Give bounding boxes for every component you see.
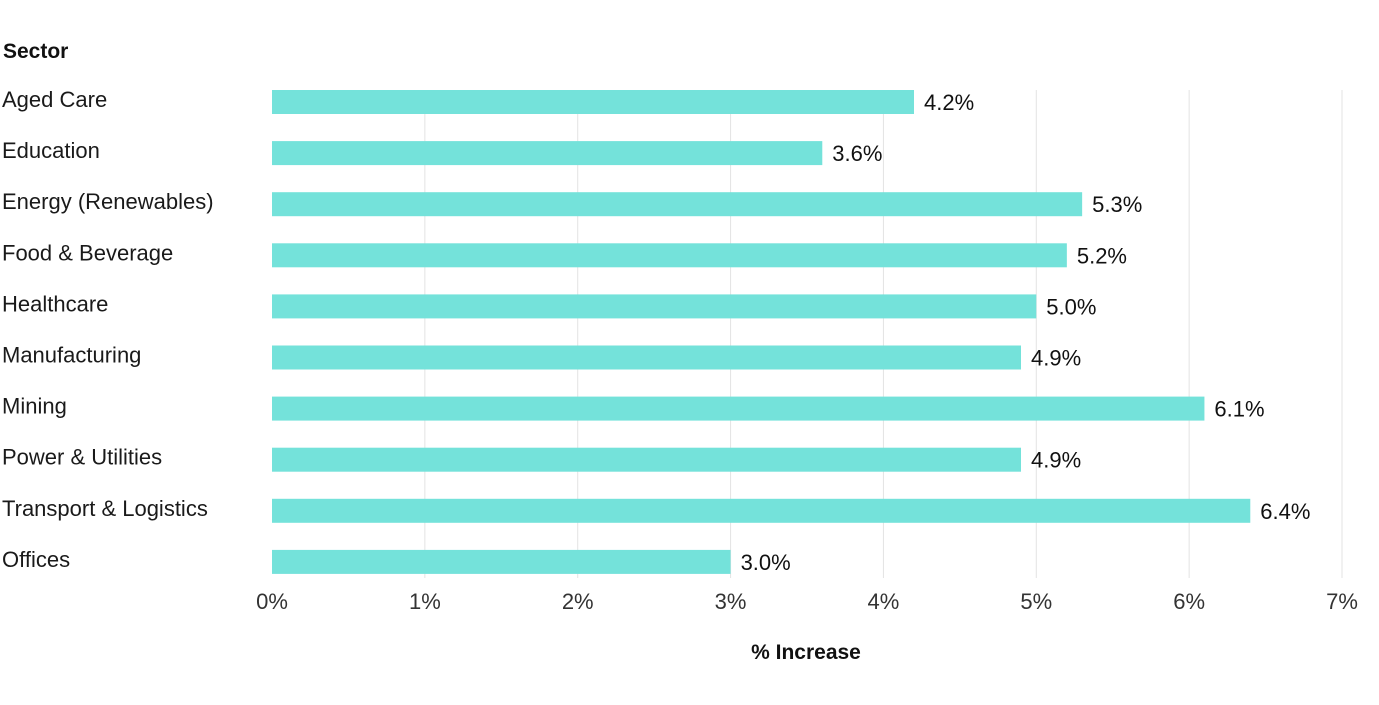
x-axis-title: % Increase xyxy=(751,641,861,664)
data-label: 3.0% xyxy=(741,550,791,575)
data-label: 4.9% xyxy=(1031,346,1081,371)
category-label: Manufacturing xyxy=(2,343,141,368)
category-label: Healthcare xyxy=(2,291,108,316)
category-label: Education xyxy=(2,138,100,163)
bar xyxy=(272,549,731,574)
x-tick-label: 5% xyxy=(1020,589,1052,614)
grid-lines xyxy=(424,90,1343,578)
data-label: 5.0% xyxy=(1046,294,1096,319)
data-labels: 4.2% 3.6% 5.3% 5.2% 5.0% 4.9% 6.1% 4.9% 6.4% 3.0% xyxy=(741,90,1311,575)
data-label: 5.3% xyxy=(1092,192,1142,217)
data-label: 5.2% xyxy=(1077,243,1127,268)
category-label: Offices xyxy=(2,547,70,572)
bars xyxy=(272,90,1251,574)
bar xyxy=(272,498,1251,523)
x-tick-label: 2% xyxy=(562,589,594,614)
bar xyxy=(272,141,823,166)
x-tick-labels: 0% 1% 2% 3% 4% 5% 6% 7% xyxy=(256,589,1358,614)
bar xyxy=(272,90,914,114)
bar xyxy=(272,192,1083,217)
data-label: 6.4% xyxy=(1260,499,1310,524)
bar xyxy=(272,294,1037,319)
category-label: Food & Beverage xyxy=(2,240,173,265)
category-label: Power & Utilities xyxy=(2,445,162,470)
x-tick-label: 7% xyxy=(1326,589,1358,614)
category-label: Energy (Renewables) xyxy=(2,189,214,214)
bar xyxy=(272,447,1021,472)
category-label: Transport & Logistics xyxy=(2,496,208,521)
category-label: Aged Care xyxy=(2,87,107,112)
y-axis-title: Sector xyxy=(3,40,68,63)
bar xyxy=(272,345,1021,370)
bar xyxy=(272,396,1205,421)
bar xyxy=(272,243,1067,268)
data-label: 4.2% xyxy=(924,90,974,115)
category-labels: Aged Care Education Energy (Renewables) Foo… xyxy=(2,87,214,572)
x-tick-label: 1% xyxy=(409,589,441,614)
x-tick-label: 6% xyxy=(1173,589,1205,614)
category-label: Mining xyxy=(2,394,67,419)
x-tick-label: 4% xyxy=(868,589,900,614)
data-label: 4.9% xyxy=(1031,448,1081,473)
data-label: 3.6% xyxy=(832,141,882,166)
x-tick-label: 0% xyxy=(256,589,288,614)
x-tick-label: 3% xyxy=(715,589,747,614)
data-label: 6.1% xyxy=(1214,397,1264,422)
